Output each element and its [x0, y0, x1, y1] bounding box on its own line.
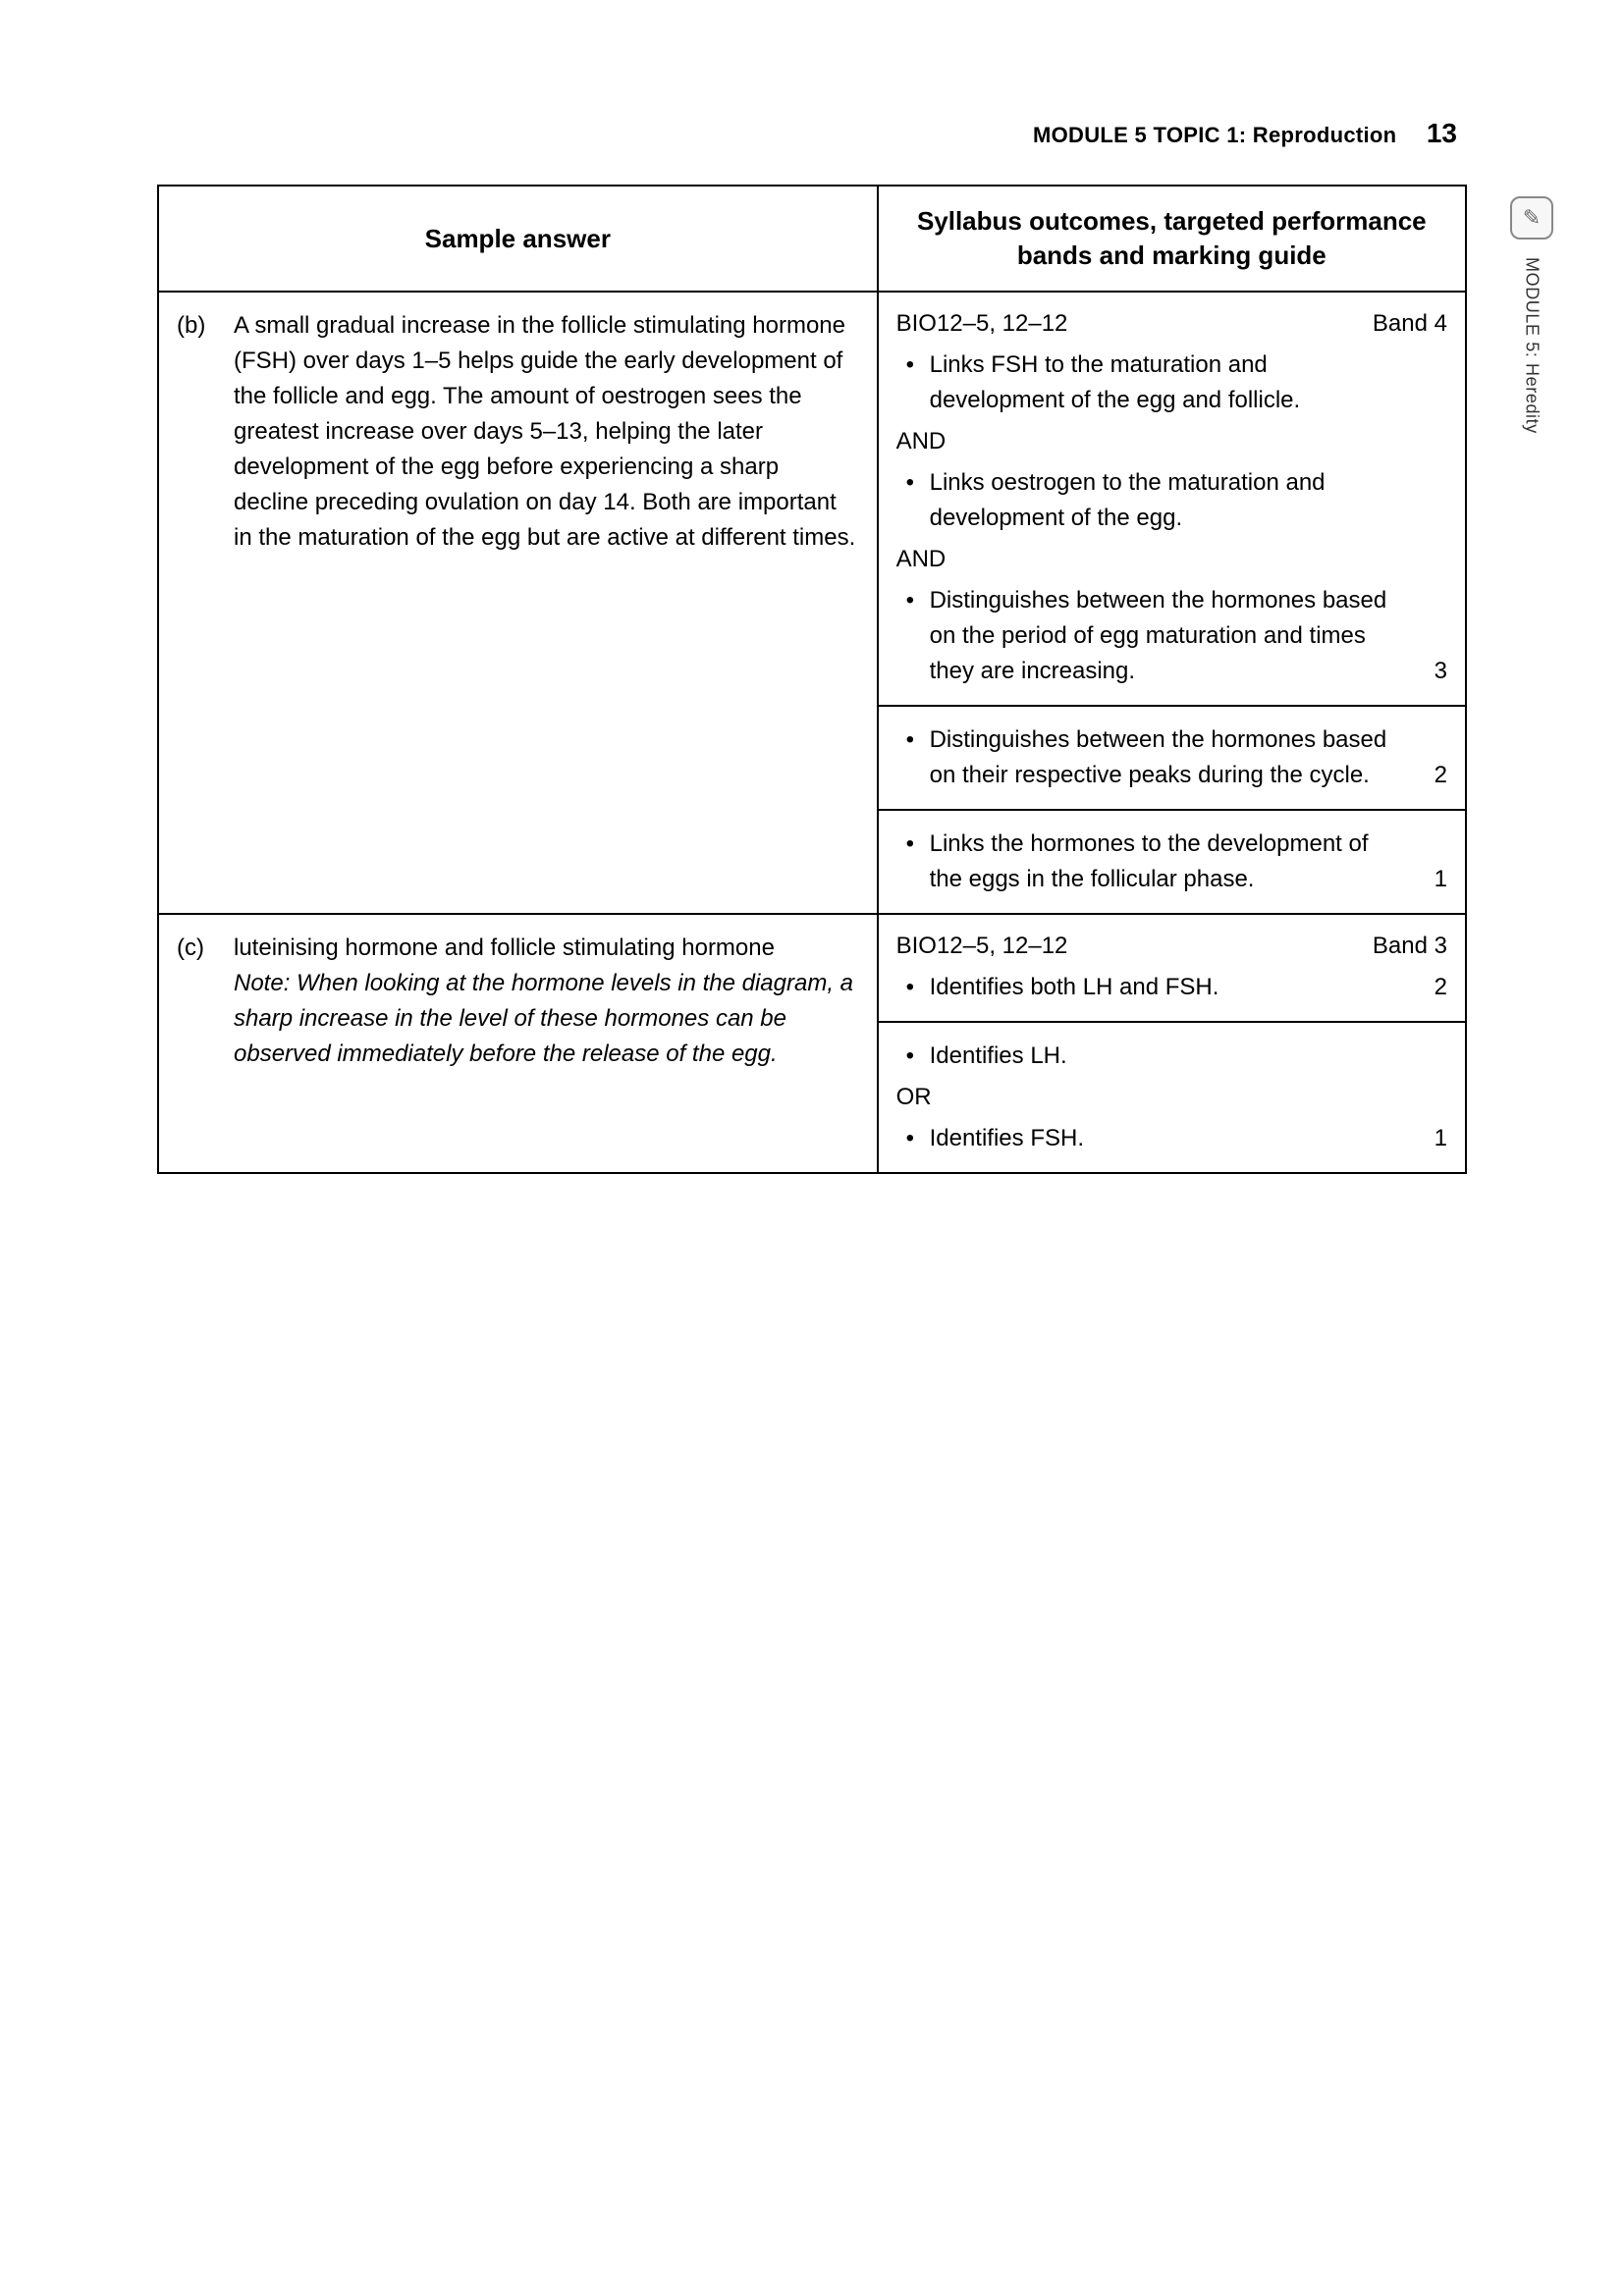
criterion: Links FSH to the maturation and developm…	[896, 347, 1447, 418]
criterion-text: Links FSH to the maturation and developm…	[930, 347, 1412, 418]
answer-note: Note: When looking at the hormone levels…	[234, 966, 859, 1072]
band-label: Band 3	[1373, 929, 1447, 964]
band-label: Band 4	[1373, 306, 1447, 342]
part-label: (c)	[177, 931, 234, 1072]
guide-cell: BIO12–5, 12–12 Band 3 Identifies both LH…	[878, 914, 1466, 1173]
guide-block: Distinguishes between the hormones based…	[879, 705, 1465, 809]
side-tab: ✎ MODULE 5: Heredity	[1502, 196, 1561, 434]
connector-and: AND	[896, 420, 1447, 463]
criterion-mark: 1	[1412, 862, 1447, 897]
criterion: Identifies LH.	[896, 1039, 1447, 1074]
header-page-number: 13	[1427, 118, 1457, 148]
side-tab-label: MODULE 5: Heredity	[1522, 257, 1543, 434]
outcome-code: BIO12–5, 12–12	[896, 306, 1068, 342]
guide-block: BIO12–5, 12–12 Band 4 Links FSH to the m…	[879, 293, 1465, 705]
answer-text: A small gradual increase in the follicle…	[234, 312, 855, 551]
criterion-mark: 1	[1412, 1121, 1447, 1156]
sample-answer-cell: (b) A small gradual increase in the foll…	[158, 292, 878, 914]
guide-block: Links the hormones to the development of…	[879, 809, 1465, 913]
connector-and: AND	[896, 538, 1447, 581]
criterion-mark: 2	[1412, 758, 1447, 793]
col-header-guide: Syllabus outcomes, targeted performance …	[878, 186, 1466, 292]
criterion-text: Identifies both LH and FSH.	[930, 970, 1412, 1005]
answer-body: A small gradual increase in the follicle…	[234, 308, 859, 556]
marking-table: Sample answer Syllabus outcomes, targete…	[157, 185, 1467, 1174]
criterion: Identifies both LH and FSH. 2	[896, 970, 1447, 1005]
criterion-text: Distinguishes between the hormones based…	[930, 583, 1412, 689]
key-icon: ✎	[1510, 196, 1553, 240]
criterion-mark: 2	[1412, 970, 1447, 1005]
guide-cell: BIO12–5, 12–12 Band 4 Links FSH to the m…	[878, 292, 1466, 914]
criterion: Distinguishes between the hormones based…	[896, 722, 1447, 793]
criterion-text: Links oestrogen to the maturation and de…	[930, 465, 1412, 536]
answer-body: luteinising hormone and follicle stimula…	[234, 931, 859, 1072]
criterion: Distinguishes between the hormones based…	[896, 583, 1447, 689]
criterion: Links the hormones to the development of…	[896, 827, 1447, 897]
criterion-text: Identifies FSH.	[930, 1121, 1412, 1156]
sample-answer-cell: (c) luteinising hormone and follicle sti…	[158, 914, 878, 1173]
table-row: (c) luteinising hormone and follicle sti…	[158, 914, 1466, 1173]
criterion: Identifies FSH. 1	[896, 1121, 1447, 1156]
criterion-mark: 3	[1412, 654, 1447, 689]
outcome-code: BIO12–5, 12–12	[896, 929, 1068, 964]
criterion-text: Distinguishes between the hormones based…	[930, 722, 1412, 793]
document-page: MODULE 5 TOPIC 1: Reproduction 13 ✎ MODU…	[0, 0, 1624, 2296]
answer-text: luteinising hormone and follicle stimula…	[234, 931, 859, 966]
col-header-sample-answer: Sample answer	[158, 186, 878, 292]
criterion-text: Identifies LH.	[930, 1039, 1412, 1074]
criterion: Links oestrogen to the maturation and de…	[896, 465, 1447, 536]
guide-block: Identifies LH. OR Identifies FSH. 1	[879, 1021, 1465, 1172]
guide-block: BIO12–5, 12–12 Band 3 Identifies both LH…	[879, 915, 1465, 1021]
header-module: MODULE 5 TOPIC 1: Reproduction	[1033, 123, 1396, 147]
connector-or: OR	[896, 1076, 1447, 1119]
page-header: MODULE 5 TOPIC 1: Reproduction 13	[157, 118, 1467, 149]
part-label: (b)	[177, 308, 234, 556]
criterion-text: Links the hormones to the development of…	[930, 827, 1412, 897]
table-row: (b) A small gradual increase in the foll…	[158, 292, 1466, 914]
